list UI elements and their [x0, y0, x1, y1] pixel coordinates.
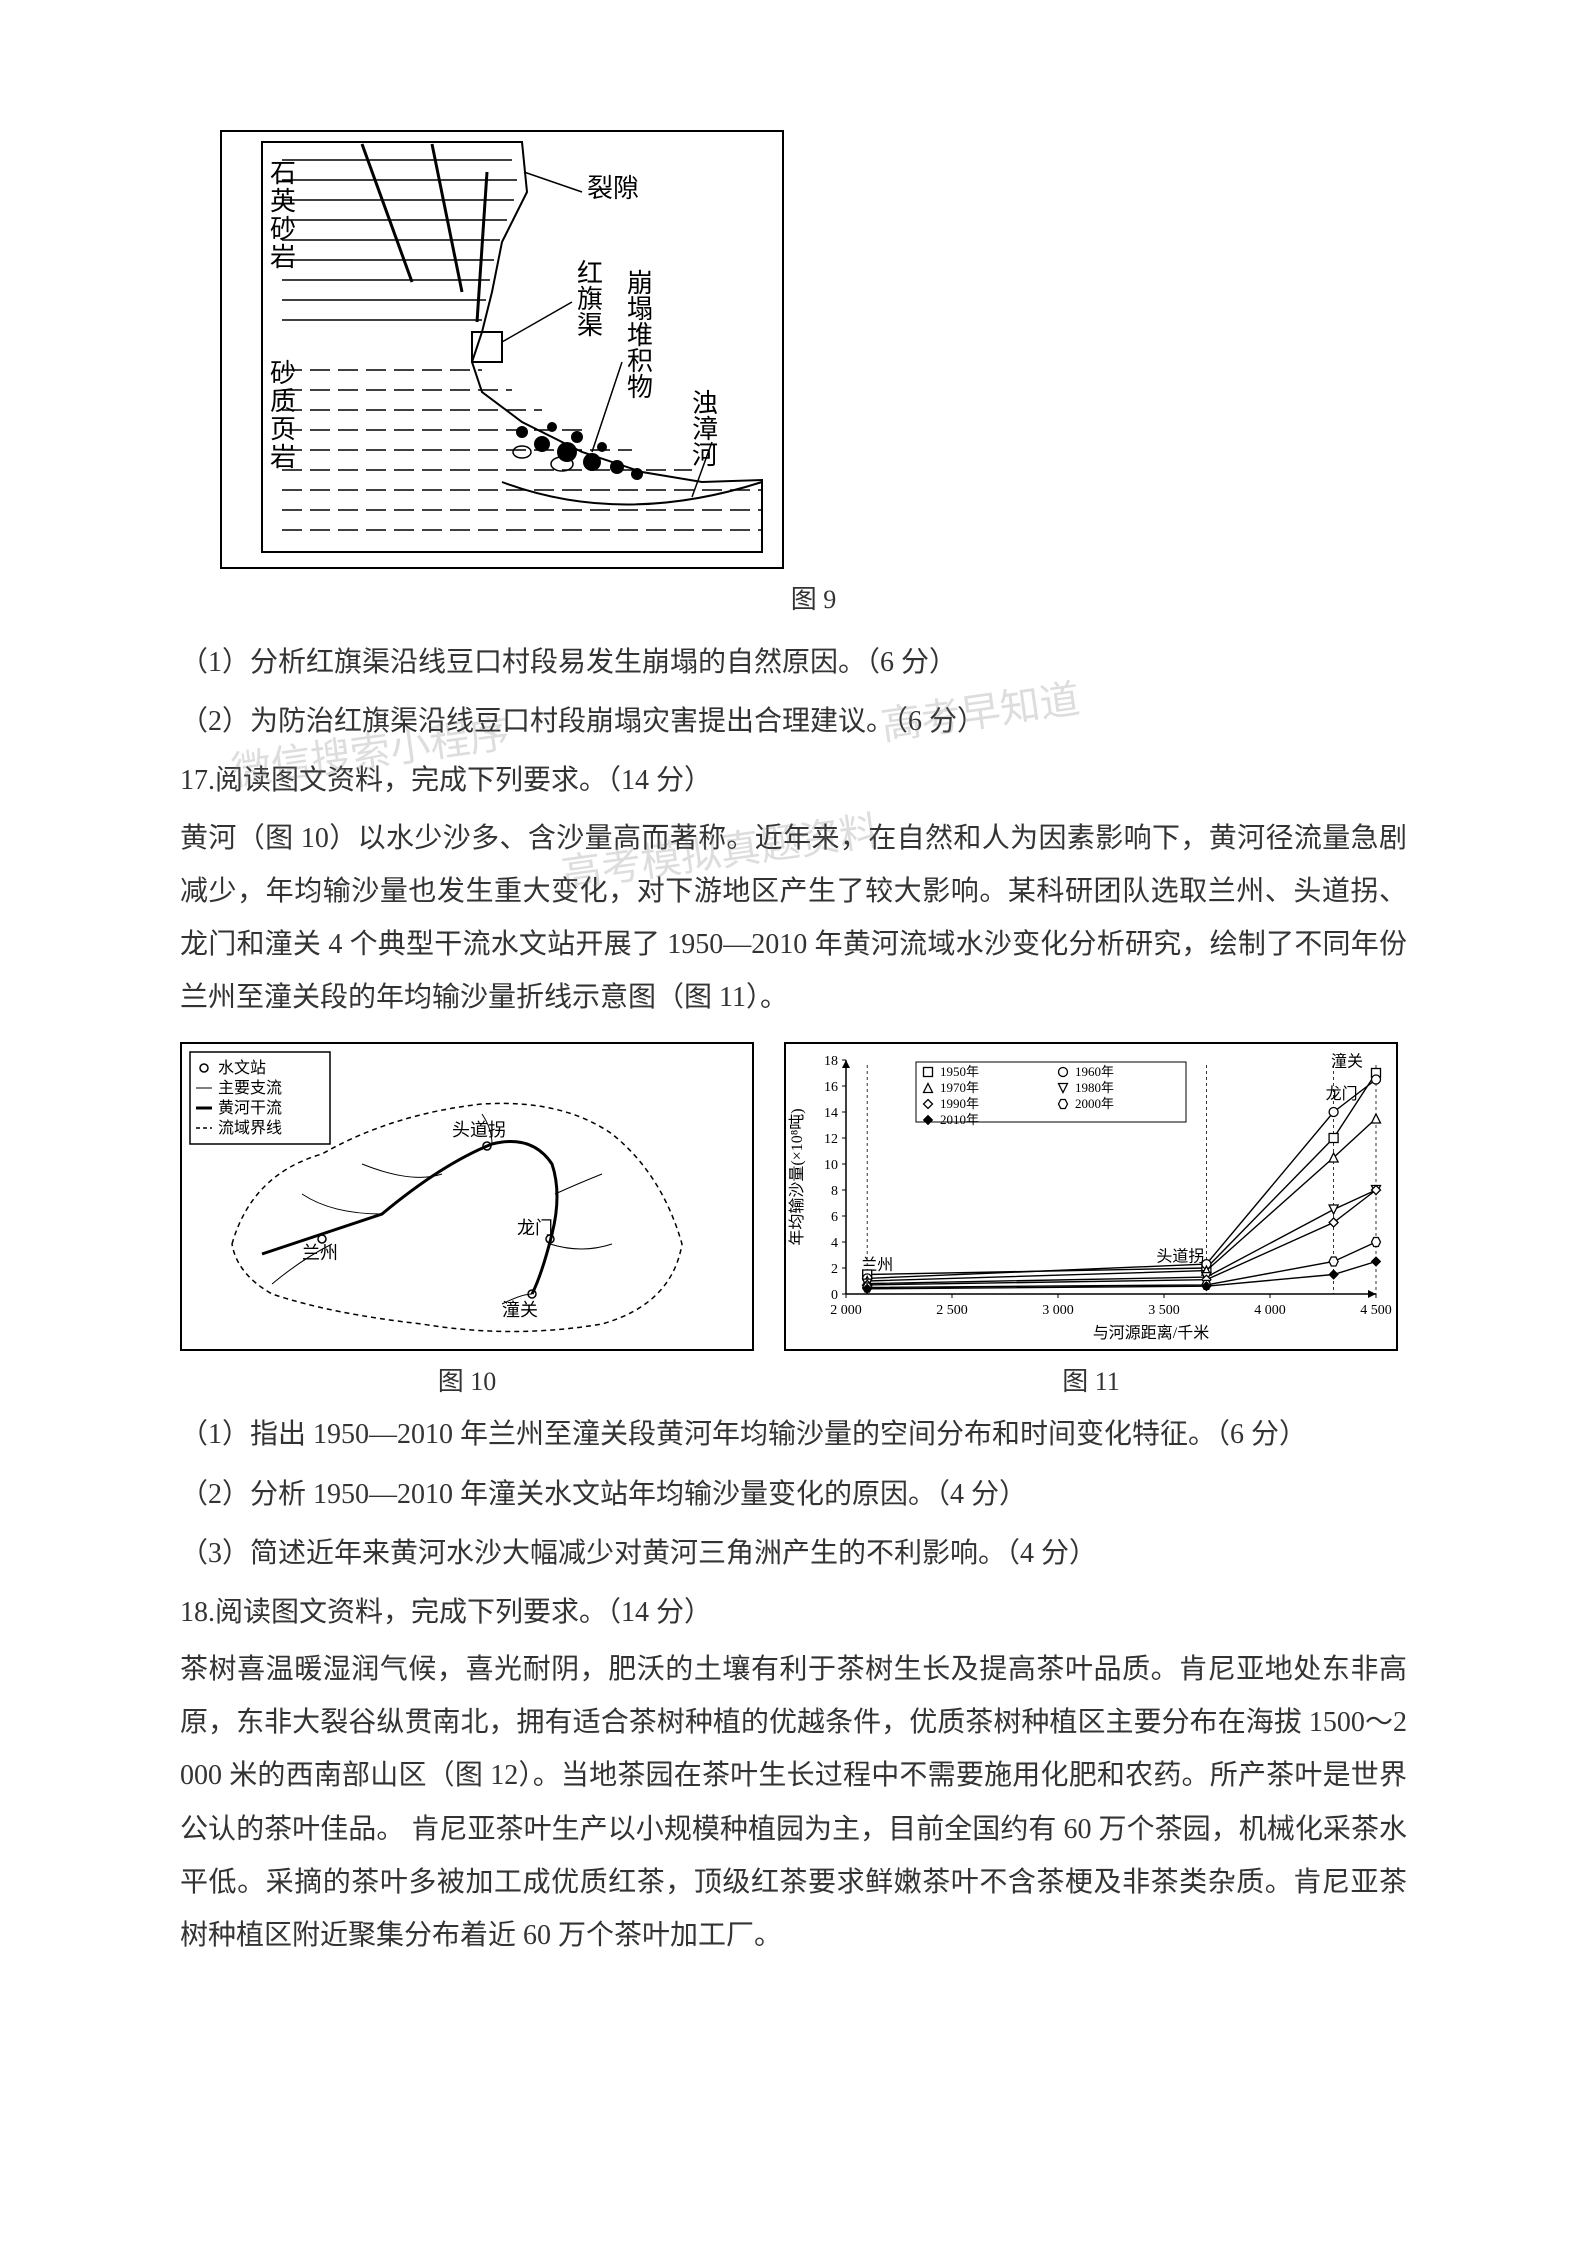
figures-10-11-row: 水文站 主要支流 黄河干流 流域界线: [180, 1042, 1407, 1398]
q17-para: 黄河（图 10）以水少沙多、含沙量高而著称。近年来，在自然和人为因素影响下，黄河…: [180, 812, 1407, 1025]
svg-text:1960年: 1960年: [1075, 1064, 1114, 1079]
figure-10-col: 水文站 主要支流 黄河干流 流域界线: [180, 1042, 754, 1398]
figure-11: 0 2 4 6 8 10 12 14 16 18 2 000 2 500 3 000 3 500 4 000…: [784, 1042, 1398, 1351]
svg-text:4 500: 4 500: [1360, 1303, 1392, 1318]
fig9-label-quartzite: 石英砂岩: [270, 159, 296, 272]
fig11-caption: 图 11: [1062, 1361, 1120, 1398]
svg-text:12: 12: [824, 1132, 838, 1147]
fig9-label-river: 浊漳河: [692, 389, 718, 470]
svg-text:2 000: 2 000: [830, 1303, 862, 1318]
svg-text:14: 14: [824, 1106, 838, 1121]
q18-head: 18.阅读图文资料，完成下列要求。（14 分）: [180, 1586, 1407, 1639]
svg-text:与河源距离/千米: 与河源距离/千米: [1093, 1324, 1209, 1342]
q18-para: 茶树喜温暖湿润气候，喜光耐阴，肥沃的土壤有利于茶树生长及提高茶叶品质。肯尼亚地处…: [180, 1643, 1407, 1962]
exam-page: 石英砂岩 砂质页岩 裂隙 红旗渠 崩塌堆积物 浊漳河 图 9 （1）分析红旗渠沿…: [0, 0, 1587, 2162]
fig10-svg: 水文站 主要支流 黄河干流 流域界线: [182, 1044, 752, 1344]
svg-text:4 000: 4 000: [1254, 1303, 1286, 1318]
fig10-caption: 图 10: [438, 1361, 497, 1398]
svg-text:3 000: 3 000: [1042, 1303, 1074, 1318]
fig10-legend-main: 黄河干流: [218, 1099, 282, 1117]
svg-text:1950年: 1950年: [940, 1064, 979, 1079]
svg-text:18: 18: [824, 1054, 838, 1069]
fig10-station-lanzhou: 兰州: [302, 1243, 338, 1263]
fig10-station-toudaoguai: 头道拐: [452, 1120, 506, 1140]
fig10-station-tongguan: 潼关: [502, 1300, 538, 1320]
fig10-legend-trib: 主要支流: [218, 1079, 282, 1097]
q17-sub1: （1）指出 1950—2010 年兰州至潼关段黄河年均输沙量的空间分布和时间变化…: [180, 1408, 1407, 1461]
figure-9-container: 石英砂岩 砂质页岩 裂隙 红旗渠 崩塌堆积物 浊漳河 图 9: [220, 130, 1407, 616]
fig9-caption: 图 9: [220, 579, 1407, 616]
fig9-label-shale: 砂质页岩: [270, 359, 296, 472]
svg-text:8: 8: [831, 1184, 838, 1199]
fig9-label-channel: 红旗渠: [577, 259, 603, 340]
svg-text:头道拐: 头道拐: [1156, 1248, 1204, 1266]
svg-text:2: 2: [831, 1262, 838, 1277]
svg-text:3 500: 3 500: [1148, 1303, 1180, 1318]
svg-text:1970年: 1970年: [940, 1080, 979, 1095]
fig10-station-longmen: 龙门: [517, 1218, 553, 1238]
fig10-legend-station: 水文站: [218, 1059, 266, 1077]
svg-text:2 500: 2 500: [936, 1303, 968, 1318]
svg-text:6: 6: [831, 1210, 838, 1225]
svg-text:1990年: 1990年: [940, 1096, 979, 1111]
svg-text:潼关: 潼关: [1331, 1053, 1363, 1071]
svg-text:1980年: 1980年: [1075, 1080, 1114, 1095]
fig9-label-collapse: 崩塌堆积物: [627, 269, 653, 402]
svg-text:2000年: 2000年: [1075, 1096, 1114, 1111]
svg-text:年均输沙量(×10⁸吨): 年均输沙量(×10⁸吨): [788, 1109, 806, 1246]
svg-text:2010年: 2010年: [940, 1112, 979, 1127]
fig10-legend-boundary: 流域界线: [218, 1119, 282, 1137]
svg-text:龙门: 龙门: [1326, 1085, 1358, 1103]
q16-sub1: （1）分析红旗渠沿线豆口村段易发生崩塌的自然原因。（6 分）: [180, 636, 1407, 689]
svg-text:0: 0: [831, 1288, 838, 1303]
fig9-svg: 石英砂岩 砂质页岩 裂隙 红旗渠 崩塌堆积物 浊漳河: [222, 132, 782, 562]
figure-10: 水文站 主要支流 黄河干流 流域界线: [180, 1042, 754, 1351]
svg-text:10: 10: [824, 1158, 838, 1173]
q17-sub2: （2）分析 1950—2010 年潼关水文站年均输沙量变化的原因。（4 分）: [180, 1468, 1407, 1521]
figure-11-col: 0 2 4 6 8 10 12 14 16 18 2 000 2 500 3 000 3 500 4 000…: [784, 1042, 1398, 1398]
figure-9: 石英砂岩 砂质页岩 裂隙 红旗渠 崩塌堆积物 浊漳河: [220, 130, 784, 569]
q16-sub2: （2）为防治红旗渠沿线豆口村段崩塌灾害提出合理建议。（6 分）: [180, 695, 1407, 748]
fig9-label-crack: 裂隙: [587, 174, 639, 203]
q17-head: 17.阅读图文资料，完成下列要求。（14 分）: [180, 754, 1407, 807]
svg-text:16: 16: [824, 1080, 838, 1095]
fig11-svg: 0 2 4 6 8 10 12 14 16 18 2 000 2 500 3 000 3 500 4 000…: [786, 1044, 1396, 1344]
q17-sub3: （3）简述近年来黄河水沙大幅减少对黄河三角洲产生的不利影响。（4 分）: [180, 1527, 1407, 1580]
svg-text:4: 4: [831, 1236, 838, 1251]
